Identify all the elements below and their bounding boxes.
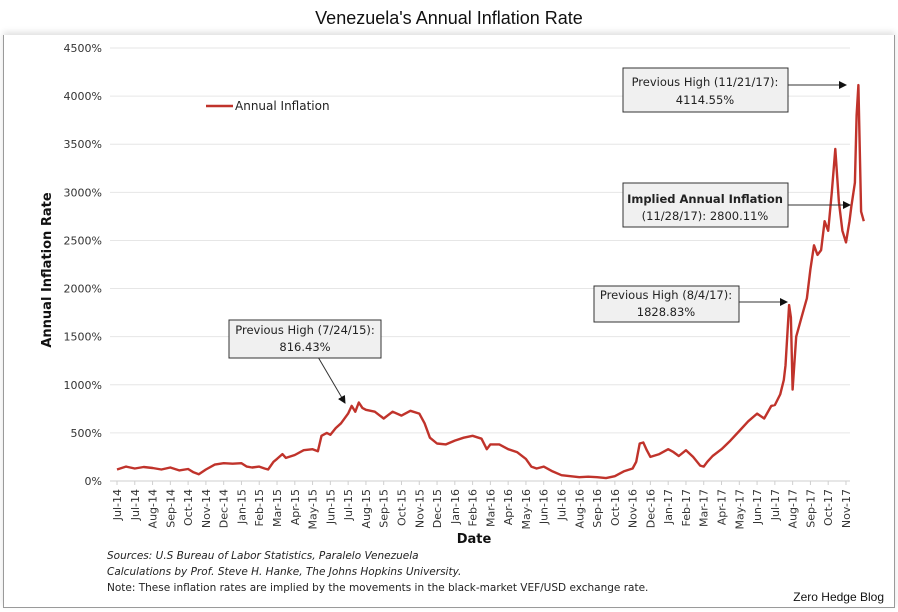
y-tick-label: 0% [85,475,102,488]
annotation-box [593,285,740,323]
y-tick-label: 4000% [64,90,102,103]
annotation-value: 1828.83% [637,305,696,319]
x-tick-label: Oct-17 [822,489,835,526]
x-tick-label: Nov-17 [840,489,853,528]
legend-label: Annual Inflation [235,99,330,113]
footnote-note: Note: These inflation rates are implied … [107,582,649,594]
annotation-label: Previous High (11/21/17): [632,75,779,89]
series-layer [116,83,865,480]
annotations-layer: Previous High (7/24/15):816.43%Previous … [228,67,851,404]
x-tick-label: Sep-14 [164,489,177,528]
y-tick-label: 3000% [64,186,102,199]
x-tick-label: Mar-15 [271,489,284,527]
x-tick-label: Jun-16 [538,489,551,525]
x-tick-label: May-17 [733,489,746,530]
x-tick-label: Aug-16 [573,489,586,528]
annotation-label: Implied Annual Inflation [627,192,783,206]
page-title: Venezuela's Annual Inflation Rate [315,8,583,28]
x-tick-label: Apr-17 [716,489,729,525]
y-tick-label: 2000% [64,283,102,296]
x-tick-label: Oct-16 [609,489,622,526]
x-tick-label: Feb-17 [680,489,693,526]
x-tick-label: Sep-16 [591,489,604,528]
x-tick-label: Dec-16 [644,489,657,528]
x-tick-label: Nov-15 [413,489,426,528]
x-tick-label: Jul-14 [111,489,124,521]
annotation-box [622,67,789,113]
x-tick-label: Aug-15 [360,489,373,528]
annotation-label: Previous High (7/24/15): [235,323,375,337]
x-tick-label: Apr-16 [502,489,515,525]
x-tick-label: Jan-16 [449,489,462,525]
x-tick-label: Mar-16 [484,489,497,527]
chart-frame [3,35,895,608]
x-tick-label: Dec-15 [431,489,444,528]
annotation-arrow [317,356,346,404]
x-tick-label: Jul-15 [342,489,355,521]
credit-label: Zero Hedge Blog [793,590,884,604]
y-tick-label: 1500% [64,331,102,344]
y-tick-label: 3500% [64,138,102,151]
legend: Annual Inflation [206,99,330,113]
x-tick-label: Jan-15 [235,489,248,525]
y-tick-label: 500% [71,427,102,440]
footnote-sources: Sources: U.S Bureau of Labor Statistics,… [107,550,419,562]
y-tick-label: 2500% [64,234,102,247]
x-tick-label: Nov-14 [200,489,213,528]
x-tick-label: Jun-15 [324,489,337,525]
x-tick-label: Jul-14 [129,489,142,521]
x-tick-label: Mar-17 [698,489,711,527]
annotation-callout: Previous High (11/21/17): 4114.55% [622,67,847,113]
x-axis-ticks: Jul-14 Jul-14 Aug-14 Sep-14 Oct-14 Nov-14 Dec-… [111,481,853,530]
x-tick-label: Sep-17 [804,489,817,528]
x-tick-label: Oct-15 [395,489,408,526]
footnote-calculations: Calculations by Prof. Steve H. Hanke, Th… [107,566,462,578]
x-tick-label: Feb-15 [253,489,266,526]
x-tick-label: Jul-16 [556,489,569,521]
x-tick-label: May-15 [307,489,320,530]
annotation-callout: Previous High (8/4/17): 1828.83% [593,285,788,323]
x-tick-label: Aug-17 [787,489,800,528]
x-tick-label: Oct-14 [182,489,195,526]
x-tick-label: Apr-15 [289,489,302,525]
x-tick-label: May-16 [520,489,533,530]
y-tick-label: 4500% [64,42,102,55]
x-tick-label: Jan-17 [662,489,675,525]
x-tick-label: Nov-16 [627,489,640,528]
annotation-value: (11/28/17): 2800.11% [642,209,769,223]
x-tick-label: Sep-15 [378,489,391,528]
series-line-annual-inflation [116,83,865,480]
y-tick-label: 1000% [64,379,102,392]
x-tick-label: Jun-17 [751,489,764,525]
annotation-callout: Implied Annual Inflation (11/28/17): 2800… [622,182,851,228]
annotation-label: Previous High (8/4/17): [600,288,732,302]
x-axis-title: Date [457,532,492,547]
y-axis-title: Annual Inflation Rate [40,192,55,347]
annotation-value: 4114.55% [676,93,735,107]
x-tick-label: Feb-16 [467,489,480,526]
y-axis-ticks: 0% 500% 1000% 1500% 2000% 2500% 3000% 3500% 4000… [64,42,102,488]
annotation-value: 816.43% [279,340,330,354]
x-tick-label: Aug-14 [147,489,160,528]
annotation-callout: Previous High (7/24/15): 816.43% [228,319,382,404]
x-tick-label: Dec-14 [218,489,231,528]
annotation-box [228,319,382,359]
annotation-box [622,182,789,228]
x-tick-label: Jul-17 [769,489,782,521]
gridlines [110,47,850,482]
